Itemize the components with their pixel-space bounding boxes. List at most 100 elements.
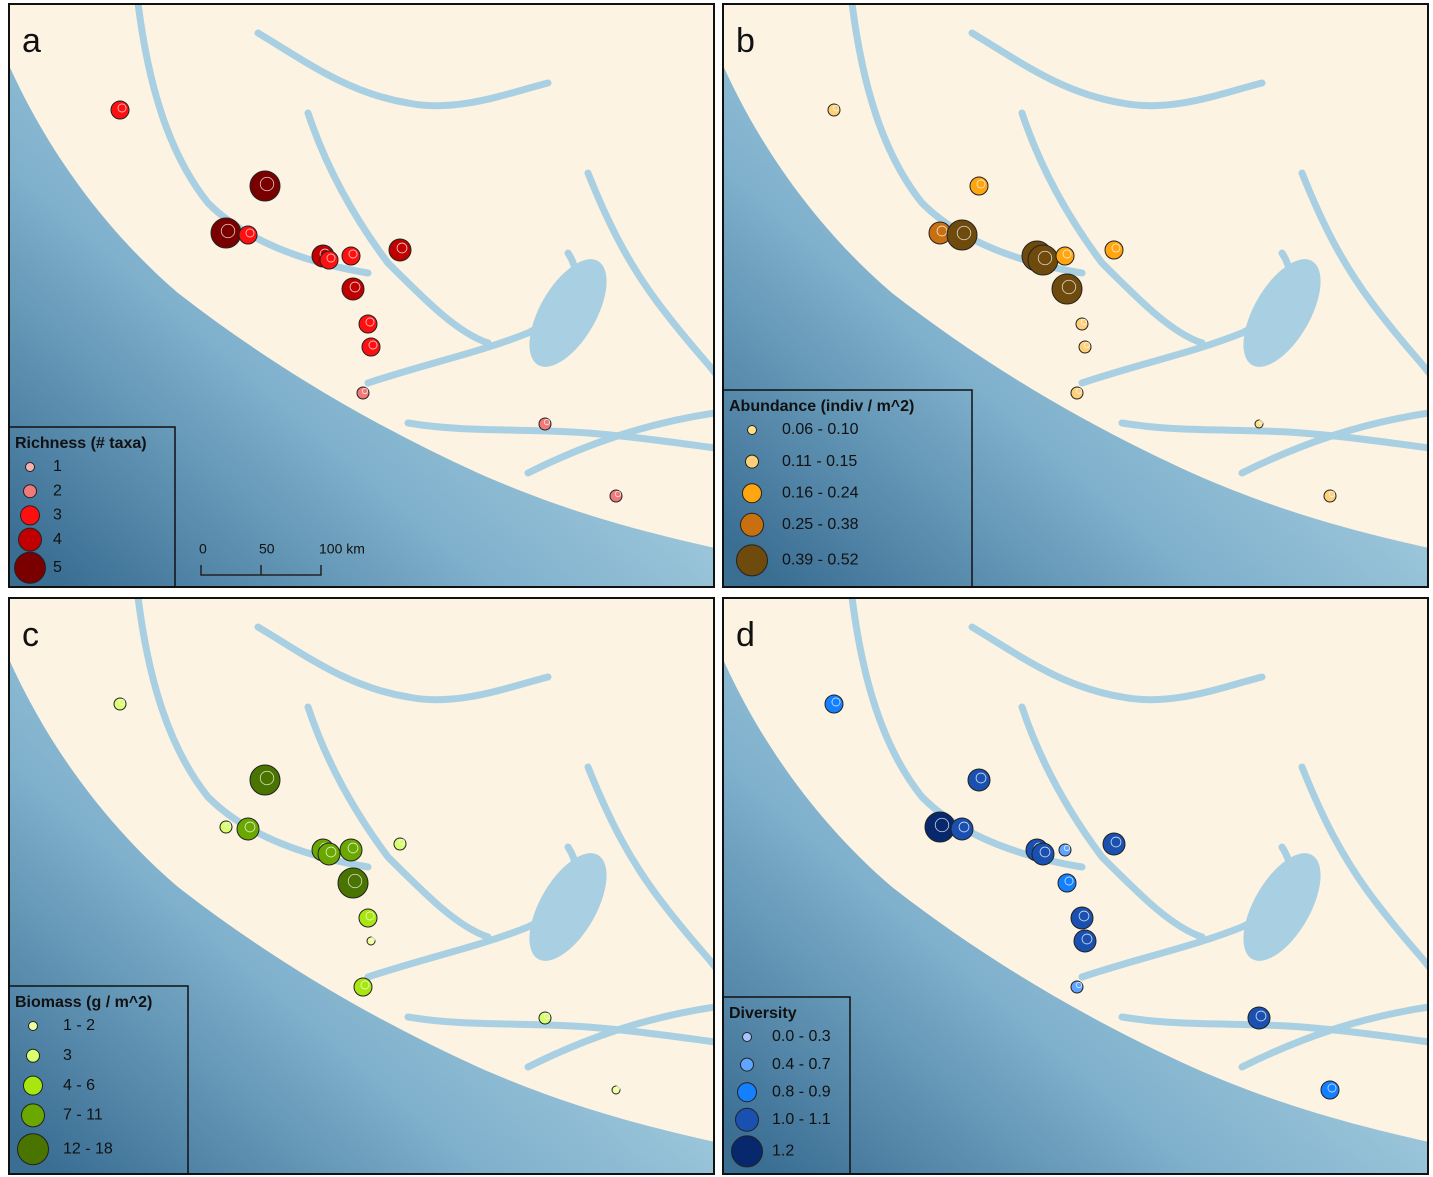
legend-swatch [732, 1136, 763, 1167]
site-marker-inner [366, 318, 374, 326]
legend-label: 0.4 - 0.7 [772, 1056, 831, 1073]
scale-label: 0 [199, 541, 207, 557]
site-marker-inner [260, 177, 274, 191]
legend-label: 7 - 11 [63, 1107, 103, 1124]
site-marker-inner [1259, 420, 1263, 424]
site-marker-inner [1256, 1011, 1266, 1021]
legend-label: 4 - 6 [63, 1077, 95, 1094]
legend-swatch [15, 552, 46, 583]
site-marker-inner [833, 105, 838, 110]
legend-label: 3 [63, 1047, 72, 1064]
legend-label: 1 [53, 458, 62, 475]
panel-letter: b [736, 22, 755, 60]
site-marker-inner [397, 243, 407, 253]
site-marker-inner [935, 818, 949, 832]
site-marker-inner [544, 419, 549, 424]
site-marker-inner [1081, 319, 1086, 324]
scale-label: 50 [259, 541, 275, 557]
site-marker-inner [245, 822, 255, 832]
page: aRichness (# taxa)12345050100 km bAbunda… [0, 0, 1433, 1177]
legend-swatch [748, 426, 757, 435]
legend-label: 0.16 - 0.24 [782, 484, 859, 501]
legend-title: Biomass (g / m^2) [15, 994, 152, 1011]
legend-title: Diversity [729, 1005, 797, 1022]
legend-swatch [746, 455, 759, 468]
legend-swatch [29, 1022, 38, 1031]
site-marker-inner [1062, 280, 1076, 294]
legend-swatch [738, 1083, 757, 1102]
legend-label: 12 - 18 [63, 1140, 113, 1157]
site-marker-inner [1079, 911, 1089, 921]
site-marker-inner [1076, 982, 1081, 987]
map-panel: b Abundance (indiv / m^2) 0.06 - 0.10 0.11 … [722, 3, 1429, 588]
panel-letter: a [22, 22, 41, 60]
legend-swatch [737, 545, 768, 576]
site-marker-inner [1065, 877, 1073, 885]
site-marker-inner [349, 250, 357, 258]
legend-swatch [736, 1108, 759, 1131]
map-panel: aRichness (# taxa)12345050100 km [8, 3, 715, 588]
legend-swatch [743, 484, 762, 503]
site-marker-inner [350, 282, 360, 292]
legend-swatch [26, 463, 35, 472]
site-marker-inner [1328, 1084, 1336, 1092]
legend-label: 0.39 - 0.52 [782, 552, 859, 569]
legend-label: 0.11 - 0.15 [782, 453, 857, 470]
legend-swatch [18, 1134, 49, 1165]
site-marker-inner [1082, 934, 1092, 944]
legend-label: 0.25 - 0.38 [782, 516, 859, 533]
legend-label: 0.0 - 0.3 [772, 1028, 831, 1045]
site-marker-inner [977, 180, 985, 188]
site-marker-inner [366, 912, 374, 920]
legend-title: Richness (# taxa) [15, 435, 147, 452]
site-marker-inner [832, 698, 840, 706]
site-marker-inner [959, 822, 969, 832]
site-marker-inner [1038, 251, 1052, 265]
site-marker-inner [361, 981, 369, 989]
site-marker-inner [362, 388, 367, 393]
site-marker-inner [260, 771, 274, 785]
site-marker-inner [544, 1013, 549, 1018]
site-marker-inner [225, 822, 230, 827]
legend-label: 1.0 - 1.1 [772, 1111, 831, 1128]
site-marker-inner [1040, 847, 1050, 857]
site-marker-inner [246, 229, 254, 237]
site-marker-inner [348, 843, 358, 853]
panel-letter: d [736, 616, 755, 654]
site-marker-inner [327, 254, 335, 262]
site-marker-inner [399, 839, 404, 844]
site-marker-inner [118, 104, 126, 112]
map-panel: d Diversity 0.0 - 0.3 0.4 - 0.7 0.8 - 0.9 1.0… [722, 597, 1429, 1175]
legend-title: Abundance (indiv / m^2) [729, 398, 914, 415]
site-marker-inner [119, 699, 124, 704]
legend-swatch [21, 506, 40, 525]
site-marker-inner [1329, 491, 1334, 496]
legend-label: 2 [53, 482, 62, 499]
site-marker-inner [615, 491, 620, 496]
site-marker-inner [616, 1086, 620, 1090]
site-marker-inner [1076, 388, 1081, 393]
legend-swatch [741, 1058, 754, 1071]
scale-label: 100 km [319, 541, 365, 557]
site-marker-inner [221, 224, 235, 238]
legend-label: 3 [53, 507, 62, 524]
site-marker-inner [371, 937, 375, 941]
site-marker-inner [326, 847, 336, 857]
site-marker-inner [348, 874, 362, 888]
site-marker-inner [369, 341, 377, 349]
legend-label: 1 - 2 [63, 1017, 95, 1034]
legend-label: 1.2 [772, 1143, 794, 1160]
site-marker-inner [1084, 342, 1089, 347]
legend-swatch [743, 1033, 752, 1042]
legend-label: 0.06 - 0.10 [782, 421, 859, 438]
legend-swatch [22, 1104, 45, 1127]
site-marker-inner [976, 773, 986, 783]
legend-label: 4 [53, 531, 62, 548]
site-marker-inner [1111, 837, 1121, 847]
site-marker-inner [937, 226, 947, 236]
legend-swatch [27, 1049, 40, 1062]
site-marker-inner [1064, 845, 1069, 850]
site-marker-inner [957, 226, 971, 240]
legend-label: 0.8 - 0.9 [772, 1083, 831, 1100]
